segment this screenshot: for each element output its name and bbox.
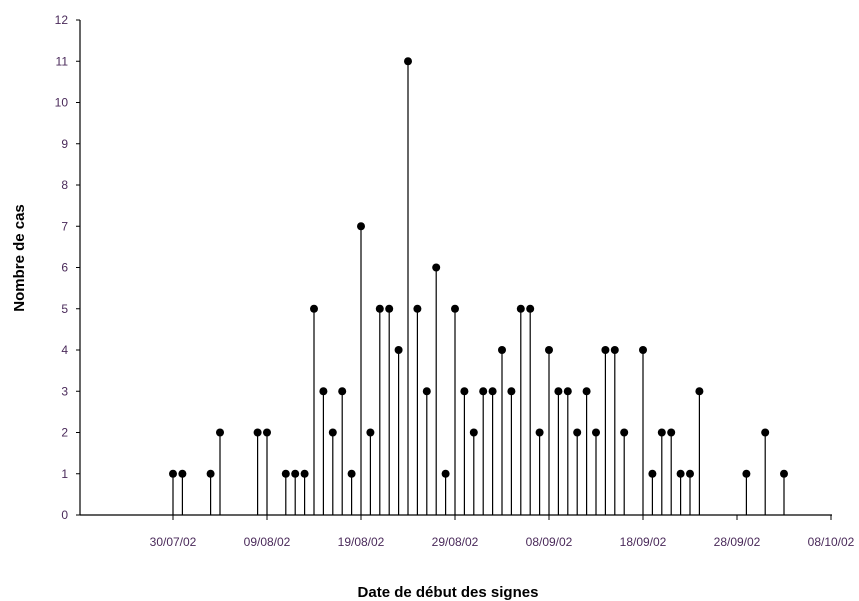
data-point [460,387,469,396]
data-point [582,387,591,396]
data-point [742,469,751,478]
data-point [253,428,262,437]
data-point [404,57,412,66]
data-point [422,387,431,396]
y-tick-label: 9 [61,137,68,151]
data-point [178,469,187,478]
data-point [601,346,610,354]
x-tick-label: 19/08/02 [338,535,385,549]
markers [169,57,788,478]
data-point [319,387,328,396]
data-point [338,387,347,396]
data-point [206,469,215,478]
x-tick-label: 18/09/02 [620,535,667,549]
data-point [667,428,676,437]
data-point [347,469,356,478]
data-point [573,428,582,437]
y-tick-label: 1 [61,467,68,481]
y-tick-label: 4 [61,343,68,357]
data-point [676,469,685,478]
y-tick-label: 12 [55,13,69,27]
data-point [300,469,309,478]
y-tick-label: 11 [56,54,69,68]
data-point [328,428,337,437]
data-point [610,346,619,354]
y-tick-label: 8 [61,178,68,192]
data-point [469,428,478,437]
y-tick-label: 0 [61,508,68,522]
x-tick-label: 28/09/02 [714,535,761,549]
data-point [592,428,600,437]
data-point [291,469,300,478]
x-tick-label: 08/09/02 [526,535,573,549]
data-point [366,428,375,437]
data-point [281,469,290,478]
x-tick-label: 30/07/02 [150,535,197,549]
data-point [394,346,403,354]
data-point [385,304,394,313]
stems [172,61,785,515]
x-axis-title: Date de début des signes [358,584,539,601]
data-point [357,222,365,231]
data-point [686,469,694,478]
data-point [554,387,563,396]
data-point [413,304,422,313]
y-tick-label: 3 [61,384,68,398]
data-point [648,469,657,478]
data-point [216,428,224,437]
x-tick-label: 29/08/02 [432,535,479,549]
y-tick-label: 2 [61,426,68,440]
x-tick-label: 09/08/02 [244,535,291,549]
data-point [526,304,535,313]
data-point [516,304,525,313]
data-point [761,428,770,437]
x-tick-label: 08/10/02 [808,535,855,549]
data-point [498,346,506,354]
y-tick-label: 5 [61,302,68,316]
data-point [780,469,788,478]
data-point [432,263,441,272]
data-point [507,387,516,396]
data-point [563,387,572,396]
data-point [169,469,177,478]
data-point [639,346,647,354]
data-point [310,304,318,313]
y-tick-label: 7 [61,219,68,233]
data-point [695,387,704,396]
data-point [451,304,459,313]
data-point [375,304,384,313]
data-point [535,428,544,437]
data-point [263,428,271,437]
data-point [441,469,450,478]
data-point [620,428,629,437]
y-axis-title: Nombre de cas [11,204,28,312]
y-tick-label: 6 [61,261,68,275]
y-tick-label: 10 [55,96,69,110]
data-point [657,428,666,437]
data-point [545,346,553,354]
data-point [479,387,488,396]
data-point [488,387,497,396]
x-ticks: 30/07/02 09/08/02 19/08/02 29/08/02 08/09/02… [150,515,855,549]
